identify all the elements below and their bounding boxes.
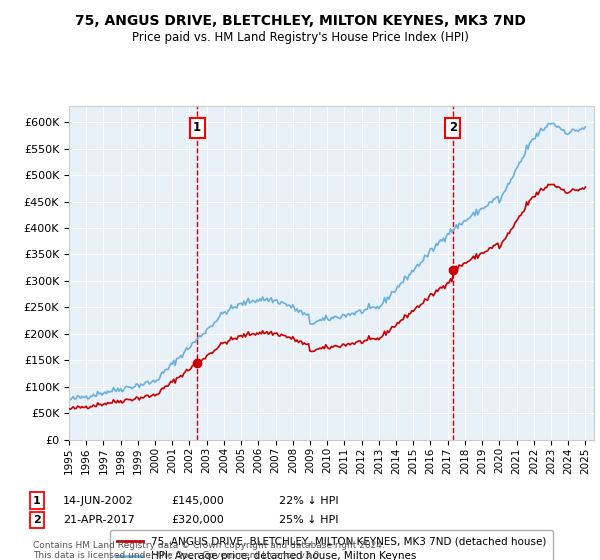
Legend: 75, ANGUS DRIVE, BLETCHLEY, MILTON KEYNES, MK3 7ND (detached house), HPI: Averag: 75, ANGUS DRIVE, BLETCHLEY, MILTON KEYNE… <box>110 530 553 560</box>
Text: 21-APR-2017: 21-APR-2017 <box>63 515 135 525</box>
Text: 25% ↓ HPI: 25% ↓ HPI <box>279 515 338 525</box>
Text: Price paid vs. HM Land Registry's House Price Index (HPI): Price paid vs. HM Land Registry's House … <box>131 31 469 44</box>
Text: 2: 2 <box>449 121 457 134</box>
Text: £145,000: £145,000 <box>171 496 224 506</box>
Text: 22% ↓ HPI: 22% ↓ HPI <box>279 496 338 506</box>
Text: Contains HM Land Registry data © Crown copyright and database right 2024.
This d: Contains HM Land Registry data © Crown c… <box>33 541 385 560</box>
Text: 1: 1 <box>33 496 41 506</box>
Text: 75, ANGUS DRIVE, BLETCHLEY, MILTON KEYNES, MK3 7ND: 75, ANGUS DRIVE, BLETCHLEY, MILTON KEYNE… <box>74 14 526 28</box>
Text: 1: 1 <box>193 121 202 134</box>
Text: £320,000: £320,000 <box>171 515 224 525</box>
Text: 14-JUN-2002: 14-JUN-2002 <box>63 496 134 506</box>
Text: 2: 2 <box>33 515 41 525</box>
